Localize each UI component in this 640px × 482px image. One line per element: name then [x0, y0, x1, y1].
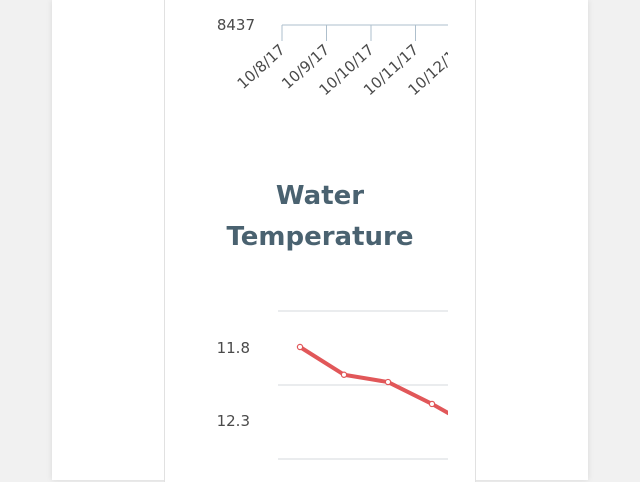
data-point: [428, 400, 436, 408]
data-point: [384, 378, 392, 386]
data-point: [340, 371, 348, 378]
date-axis-chart: 8437 10/8/1710/9/1710/10/1710/11/1710/12…: [217, 16, 448, 99]
data-point: [473, 426, 478, 431]
chart-title: Water Temperature: [164, 176, 476, 258]
series-line: [298, 345, 448, 416]
data-point: [296, 343, 304, 351]
chart-title-line-1: Water: [275, 181, 365, 211]
y-tick-label: 8437: [217, 16, 255, 34]
chart-title-line-2: Temperature: [226, 222, 414, 252]
y-tick-label: 12.3: [217, 412, 250, 430]
y-tick-label: 11.8: [217, 339, 250, 357]
